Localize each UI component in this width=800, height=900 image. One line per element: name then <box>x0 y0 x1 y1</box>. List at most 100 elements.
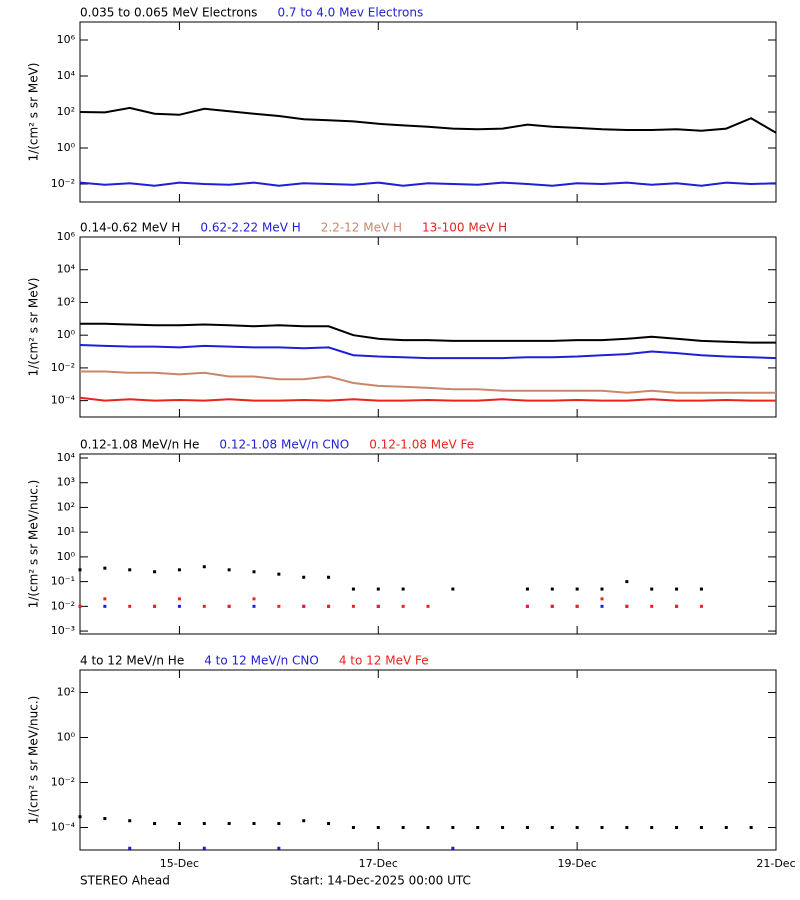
data-point <box>227 822 231 826</box>
x-tick-label: 15-Dec <box>160 857 199 870</box>
data-point <box>575 587 579 591</box>
data-point <box>476 826 480 829</box>
data-point <box>177 604 181 608</box>
data-point <box>426 826 430 829</box>
data-point <box>575 604 579 608</box>
data-point <box>327 604 331 608</box>
data-point <box>302 604 306 608</box>
data-point <box>451 587 455 591</box>
plot-frame <box>79 453 777 635</box>
data-point <box>401 587 405 591</box>
data-point <box>625 580 629 584</box>
data-point <box>227 604 231 608</box>
y-tick-label: 10⁴ <box>57 263 76 276</box>
y-tick-label: 10⁻² <box>51 361 75 374</box>
data-point <box>575 826 579 829</box>
data-point <box>600 604 604 608</box>
data-point <box>600 826 604 829</box>
data-point <box>202 846 206 850</box>
legend-entry: 4 to 12 MeV/n CNO <box>204 654 319 668</box>
data-point <box>525 826 529 829</box>
y-tick-label: 10⁰ <box>57 141 76 154</box>
data-point <box>699 587 703 591</box>
data-point <box>327 575 331 579</box>
y-tick-label: 10² <box>57 105 75 118</box>
footer-center: Start: 14-Dec-2025 00:00 UTC <box>290 874 471 888</box>
data-point <box>650 604 654 608</box>
data-point <box>749 826 753 829</box>
legend-entry: 0.14-0.62 MeV H <box>80 221 180 235</box>
series-line <box>79 181 777 187</box>
data-point <box>724 826 728 829</box>
series-line <box>80 370 776 394</box>
y-tick-label: 10⁶ <box>57 33 76 46</box>
data-point <box>277 822 281 826</box>
data-point <box>177 597 181 601</box>
y-tick-label: 10⁴ <box>57 451 76 464</box>
data-point <box>451 846 455 850</box>
legend-entry: 0.12-1.08 MeV/n CNO <box>219 438 349 452</box>
y-tick-label: 10⁻¹ <box>51 575 75 588</box>
data-point <box>650 826 654 829</box>
data-point <box>675 826 679 829</box>
data-point <box>351 826 355 829</box>
data-point <box>501 826 505 829</box>
data-point <box>327 822 331 826</box>
y-tick-label: 10⁰ <box>57 731 76 744</box>
data-point <box>600 587 604 591</box>
data-point <box>699 604 703 608</box>
x-tick-label: 21-Dec <box>756 857 795 870</box>
data-point <box>78 815 82 819</box>
legend-entry: 0.62-2.22 MeV H <box>200 221 300 235</box>
data-point <box>625 604 629 608</box>
y-tick-label: 10¹ <box>57 525 75 538</box>
data-point <box>650 587 654 591</box>
y-axis-label: 1/(cm² s sr MeV/nuc.) <box>27 480 41 609</box>
y-tick-label: 10⁻² <box>51 776 75 789</box>
y-tick-label: 10³ <box>57 476 75 489</box>
data-point <box>153 570 157 574</box>
legend-entry: 0.035 to 0.065 MeV Electrons <box>80 6 257 20</box>
data-point <box>202 565 206 569</box>
data-point <box>277 604 281 608</box>
data-point <box>153 604 157 608</box>
data-point <box>351 604 355 608</box>
data-point <box>277 846 281 850</box>
y-tick-label: 10⁻² <box>51 177 75 190</box>
data-point <box>600 597 604 601</box>
plot-frame <box>79 669 777 851</box>
data-point <box>376 604 380 608</box>
data-point <box>699 826 703 829</box>
y-tick-label: 10⁻⁴ <box>51 394 76 407</box>
data-point <box>675 587 679 591</box>
y-tick-label: 10⁻³ <box>51 624 75 637</box>
y-tick-label: 10⁻² <box>51 599 75 612</box>
y-tick-label: 10² <box>57 500 75 513</box>
data-point <box>525 604 529 608</box>
data-point <box>376 826 380 829</box>
data-point <box>128 819 132 823</box>
data-point <box>177 822 181 826</box>
y-tick-label: 10² <box>57 686 75 699</box>
legend-entry: 13-100 MeV H <box>422 221 507 235</box>
y-axis-label: 1/(cm² s sr MeV/nuc.) <box>27 696 41 825</box>
data-point <box>78 568 82 572</box>
legend-entry: 2.2-12 MeV H <box>321 221 402 235</box>
data-point <box>103 566 107 570</box>
y-tick-label: 10⁰ <box>57 550 76 563</box>
data-point <box>103 604 107 608</box>
data-point <box>202 822 206 826</box>
data-point <box>252 604 256 608</box>
x-tick-label: 17-Dec <box>359 857 398 870</box>
data-point <box>550 604 554 608</box>
data-point <box>252 822 256 826</box>
data-point <box>376 587 380 591</box>
legend-entry: 4 to 12 MeV Fe <box>339 654 429 668</box>
data-point <box>625 826 629 829</box>
data-point <box>128 568 132 572</box>
data-point <box>252 597 256 601</box>
data-point <box>426 604 430 608</box>
series-line <box>79 106 777 134</box>
